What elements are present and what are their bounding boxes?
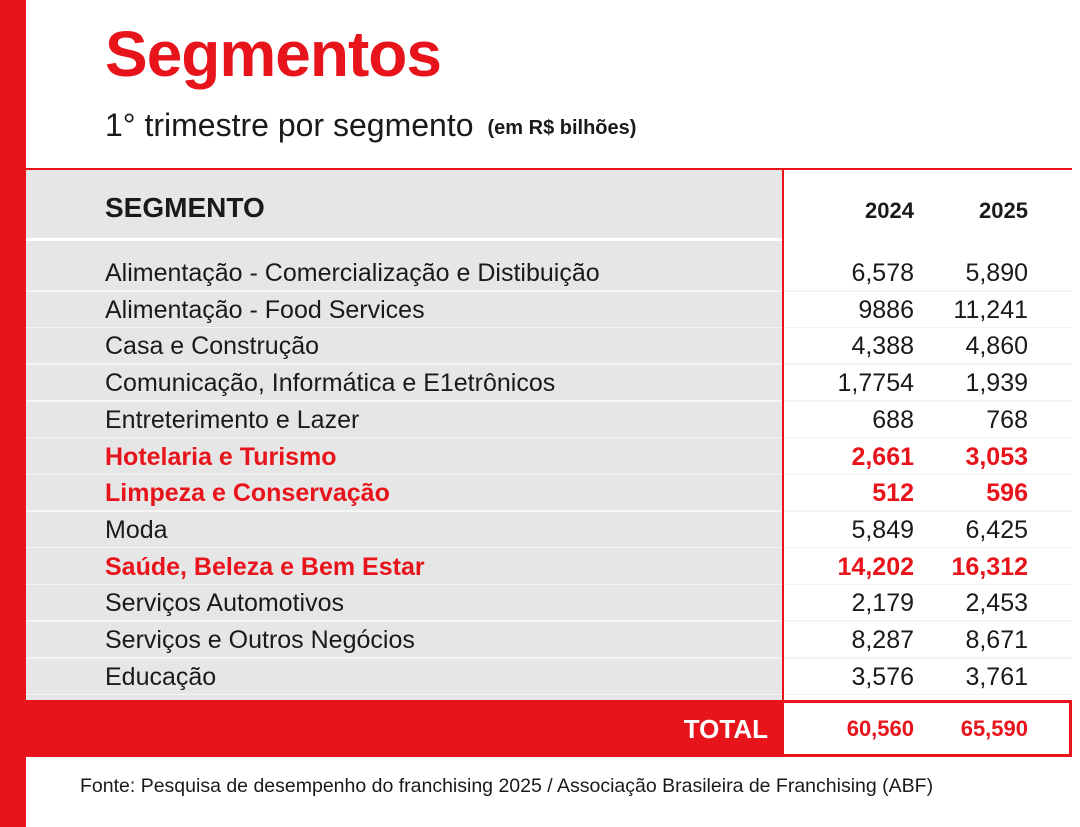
table-row: Educação 3,576 3,761 xyxy=(26,659,1072,696)
header-separator xyxy=(26,238,1072,241)
row-separator xyxy=(26,290,1072,292)
table-row: Casa e Construção 4,388 4,860 xyxy=(26,328,1072,365)
total-label: TOTAL xyxy=(683,714,768,744)
column-header-2025: 2025 xyxy=(979,198,1028,223)
value-2025: 2,453 xyxy=(965,589,1028,618)
value-2024: 8,287 xyxy=(851,626,914,654)
row-separator xyxy=(26,326,1072,329)
segment-name: Educação xyxy=(105,662,217,691)
table-row: Alimentação - Food Services 9886 11,241 xyxy=(26,292,1072,329)
table-row: Limpeza e Conservação 512 596 xyxy=(26,475,1072,512)
column-header-segment: SEGMENTO xyxy=(105,192,265,223)
segment-column-background xyxy=(26,170,782,700)
value-2024: 14,202 xyxy=(837,552,914,581)
unit-note: (em R$ bilhões) xyxy=(487,117,637,139)
value-2025: 4,860 xyxy=(965,332,1028,361)
value-2024: 9886 xyxy=(858,295,914,324)
value-2025: 16,312 xyxy=(951,552,1028,581)
value-2024: 688 xyxy=(872,405,914,434)
value-2024: 1,7754 xyxy=(837,369,914,398)
segment-name: Serviços Automotivos xyxy=(105,589,344,618)
value-2025: 8,671 xyxy=(965,626,1028,654)
table-row: Moda 5,849 6,425 xyxy=(26,512,1072,549)
value-2025: 596 xyxy=(986,479,1028,508)
table-row: Alimentação - Comercialização e Distibui… xyxy=(26,255,1072,292)
page-title: Segmentos xyxy=(105,18,442,90)
row-separator xyxy=(26,473,1072,475)
row-separator xyxy=(26,363,1072,365)
value-2025: 768 xyxy=(986,405,1028,434)
segment-name: Moda xyxy=(105,515,168,544)
segment-name: Alimentação - Food Services xyxy=(105,295,425,324)
value-2024: 2,179 xyxy=(851,589,914,618)
segment-name: Alimentação - Comercialização e Distibui… xyxy=(105,259,600,287)
segment-name: Limpeza e Conservação xyxy=(105,479,390,508)
value-2025: 1,939 xyxy=(965,369,1028,398)
value-2025: 3,053 xyxy=(965,442,1028,471)
row-separator xyxy=(26,400,1072,402)
table-row: Entreterimento e Lazer 688 768 xyxy=(26,402,1072,439)
row-separator xyxy=(26,583,1072,586)
table-row: Hotelaria e Turismo 2,661 3,053 xyxy=(26,439,1072,475)
table-row: Comunicação, Informática e E1etrônicos 1,… xyxy=(26,365,1072,402)
value-2024: 5,849 xyxy=(851,515,914,544)
subtitle-text: 1° trimestre por segmento xyxy=(105,107,474,143)
table-row: Serviços Automotivos 2,179 2,453 xyxy=(26,585,1072,622)
source-note: Fonte: Pesquisa de desempenho do franchi… xyxy=(80,775,934,797)
segment-name: Serviços e Outros Negócios xyxy=(105,626,415,654)
subtitle: 1° trimestre por segmento (em R$ bilhões) xyxy=(105,105,636,152)
table-top-rule xyxy=(26,168,1072,170)
total-2024: 60,560 xyxy=(846,716,914,741)
segment-name: Entreterimento e Lazer xyxy=(105,405,360,434)
row-separator xyxy=(26,546,1072,549)
segment-name: Comunicação, Informática e E1etrônicos xyxy=(105,369,556,398)
total-values-box xyxy=(784,703,1069,754)
row-separator xyxy=(26,510,1072,512)
value-2025: 6,425 xyxy=(965,515,1028,544)
value-2025: 5,890 xyxy=(965,259,1028,287)
value-2024: 512 xyxy=(872,479,914,508)
value-2025: 11,241 xyxy=(953,295,1028,324)
segment-name: Hotelaria e Turismo xyxy=(105,442,337,471)
value-2024: 3,576 xyxy=(851,662,914,691)
column-divider xyxy=(782,170,784,757)
row-separator xyxy=(26,693,1072,696)
table-row: Serviços e Outros Negócios 8,287 8,671 xyxy=(26,622,1072,659)
value-2024: 4,388 xyxy=(851,332,914,361)
segment-name: Casa e Construção xyxy=(105,332,320,361)
table-row: Saúde, Beleza e Bem Estar 14,202 16,312 xyxy=(26,549,1072,586)
row-separator xyxy=(26,620,1072,622)
value-2024: 6,578 xyxy=(851,259,914,287)
row-separator xyxy=(26,657,1072,659)
total-2025: 65,590 xyxy=(960,716,1028,741)
column-header-2024: 2024 xyxy=(865,198,914,223)
segment-name: Saúde, Beleza e Bem Estar xyxy=(105,552,425,581)
value-2024: 2,661 xyxy=(851,442,914,471)
value-2025: 3,761 xyxy=(965,662,1028,691)
row-separator xyxy=(26,436,1072,439)
left-accent-bar xyxy=(0,0,26,827)
